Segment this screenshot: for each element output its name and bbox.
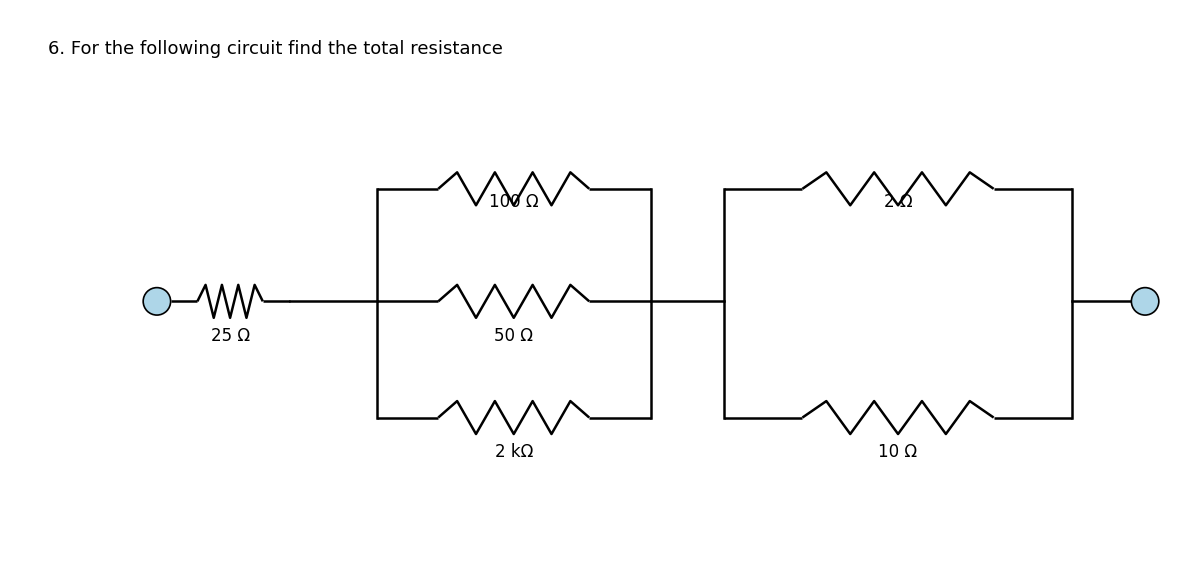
- Text: 100 Ω: 100 Ω: [488, 193, 539, 211]
- Text: 25 Ω: 25 Ω: [210, 327, 250, 345]
- Text: 2 kΩ: 2 kΩ: [494, 443, 533, 461]
- Circle shape: [143, 288, 170, 315]
- Text: 50 Ω: 50 Ω: [494, 327, 533, 345]
- Text: 2 Ω: 2 Ω: [883, 193, 912, 211]
- Text: 6. For the following circuit find the total resistance: 6. For the following circuit find the to…: [48, 40, 503, 58]
- Text: 10 Ω: 10 Ω: [878, 443, 918, 461]
- Circle shape: [1132, 288, 1159, 315]
